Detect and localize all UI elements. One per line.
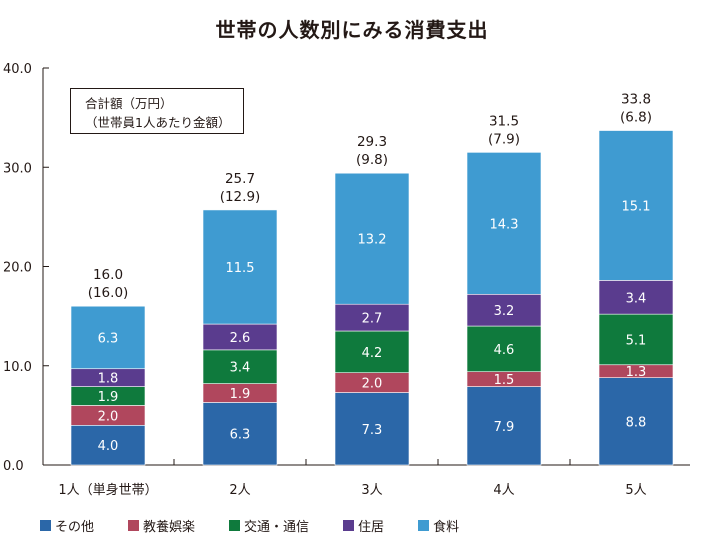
bar-total-label: 33.8 xyxy=(621,92,651,108)
bar-segment xyxy=(70,424,146,466)
bar-segment-label: 6.3 xyxy=(98,331,119,346)
bar-segment xyxy=(466,152,542,295)
bar-segment xyxy=(334,303,410,332)
note-line-per-person: （世帯員1人あたり金額） xyxy=(85,115,231,130)
legend-item-culture: 教養娯楽 xyxy=(128,516,195,535)
x-category-label: 4人 xyxy=(493,483,514,498)
bar-segment-label: 4.6 xyxy=(494,343,515,358)
bar-segment xyxy=(598,130,674,281)
legend-item-transport: 交通・通信 xyxy=(229,516,309,535)
bar-total-label: 25.7 xyxy=(225,171,255,187)
x-category-label: 5人 xyxy=(625,483,646,498)
y-tick-label: 30.0 xyxy=(3,161,32,176)
note-line-total: 合計額（万円） xyxy=(85,96,173,111)
bar-segment-label: 15.1 xyxy=(622,199,651,214)
bar-total-label: 31.5 xyxy=(489,113,519,129)
bar-segment-label: 2.7 xyxy=(362,312,383,327)
bar-segment-label: 2.0 xyxy=(98,409,119,424)
x-category-label: 2人 xyxy=(229,483,250,498)
bar-segment-label: 5.1 xyxy=(626,333,647,348)
bar-segment-label: 4.0 xyxy=(98,439,119,454)
bar-segment-label: 1.3 xyxy=(626,365,647,380)
bar-segment xyxy=(70,305,146,370)
legend-label-culture: 教養娯楽 xyxy=(143,520,196,535)
bar-segment xyxy=(202,323,278,351)
x-category-label: 1人（単身世帯） xyxy=(58,482,157,498)
bar-segment xyxy=(598,313,674,366)
bar-segment xyxy=(598,377,674,466)
legend-label-housing: 住居 xyxy=(358,520,385,535)
bar-segment xyxy=(334,392,410,466)
bar-segment-label: 13.2 xyxy=(358,233,387,248)
y-tick-label: 20.0 xyxy=(3,261,32,276)
bar-segment-label: 1.9 xyxy=(230,387,251,402)
bar-segment-label: 7.3 xyxy=(362,423,383,438)
bar-segment-label: 4.2 xyxy=(362,346,383,361)
legend-label-transport: 交通・通信 xyxy=(244,520,310,535)
bar-segment xyxy=(466,386,542,466)
bar-per-person-label: (16.0) xyxy=(88,285,129,301)
bar-segment-label: 3.4 xyxy=(230,361,251,376)
bar-segment xyxy=(202,349,278,384)
bar-segment xyxy=(598,280,674,315)
legend-swatch-culture xyxy=(128,520,140,531)
bar-segment xyxy=(202,402,278,466)
chart-title: 世帯の人数別にみる消費支出 xyxy=(215,18,489,42)
bar-segment-label: 1.5 xyxy=(494,373,515,388)
bar-segment-label: 11.5 xyxy=(226,261,255,276)
bar-segment-label: 14.3 xyxy=(490,217,519,232)
legend-label-food: 食料 xyxy=(433,520,460,535)
bar-segment-label: 7.9 xyxy=(494,420,515,435)
legend-swatch-housing xyxy=(343,520,355,531)
bar-segment-label: 8.8 xyxy=(626,415,647,430)
legend-item-other: その他 xyxy=(40,516,94,535)
legend-swatch-food xyxy=(418,520,430,531)
bar-segment-label: 6.3 xyxy=(230,428,251,443)
legend-swatch-other xyxy=(40,520,51,531)
bar-segment-label: 2.0 xyxy=(362,377,383,392)
x-category-label: 3人 xyxy=(361,483,382,498)
bar-segment-label: 1.9 xyxy=(98,390,119,405)
bar-segment xyxy=(334,330,410,373)
bar-total-label: 16.0 xyxy=(93,267,123,283)
chart-legend: その他 教養娯楽 交通・通信 住居 食料 xyxy=(40,516,493,535)
legend-item-housing: 住居 xyxy=(343,516,384,535)
legend-label-other: その他 xyxy=(55,520,95,535)
bar-segment-label: 3.4 xyxy=(626,291,647,306)
bar-per-person-label: (9.8) xyxy=(356,152,388,168)
legend-swatch-transport xyxy=(229,520,241,531)
bar-segment-label: 2.6 xyxy=(230,331,251,346)
bar-segment-label: 3.2 xyxy=(494,304,515,319)
y-tick-label: 10.0 xyxy=(3,360,32,375)
bar-segment-label: 1.8 xyxy=(98,372,119,387)
y-tick-label: 0.0 xyxy=(3,459,24,474)
legend-item-food: 食料 xyxy=(418,516,459,535)
bar-total-label: 29.3 xyxy=(357,134,387,150)
chart-note-box: 合計額（万円） （世帯員1人あたり金額） xyxy=(70,88,244,134)
bar-segment xyxy=(466,293,542,327)
bar-segment xyxy=(202,209,278,325)
bar-segment xyxy=(334,172,410,305)
bar-per-person-label: (12.9) xyxy=(220,189,261,205)
y-tick-label: 40.0 xyxy=(3,62,32,77)
bar-per-person-label: (7.9) xyxy=(488,131,520,147)
bar-per-person-label: (6.8) xyxy=(620,110,652,126)
